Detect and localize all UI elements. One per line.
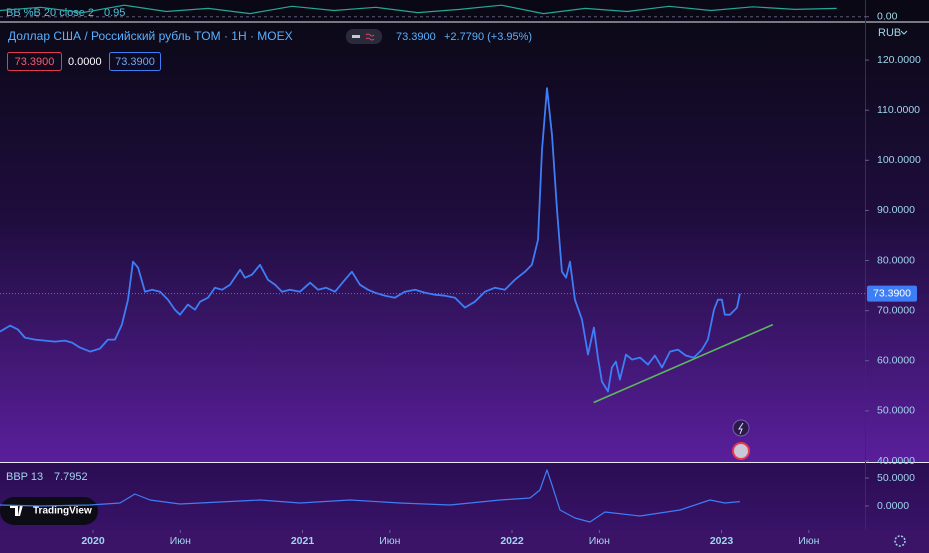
currency[interactable]: RUB: [878, 27, 901, 39]
icon: [738, 422, 744, 435]
price-change: +2.7790 (+3.95%): [444, 31, 532, 43]
x-tick-label: Июн: [379, 535, 400, 547]
icon: [352, 35, 360, 38]
x-tick-label: Июн: [589, 535, 610, 547]
x-tick-label: 2022: [500, 535, 524, 547]
indicator-title: BBP 13: [6, 471, 43, 483]
box-value: 0.0000: [68, 56, 102, 68]
x-tick-label: Июн: [798, 535, 819, 547]
box: [7, 52, 62, 71]
y-tick-label: 50.0000: [877, 472, 915, 484]
indicator-value: 0.95: [104, 7, 125, 19]
y-tick-label: 110.0000: [877, 104, 920, 116]
x-tick-label: 2021: [291, 535, 315, 547]
status-pill[interactable]: [346, 29, 382, 44]
icon: [900, 30, 908, 35]
top-pane: [0, 0, 929, 22]
y-tick-label: 100.0000: [877, 154, 921, 166]
symbol-title: Доллар США / Российский рубль TOM · 1H ·…: [8, 29, 293, 43]
y-tick-label: 0.00: [877, 11, 898, 23]
data-line: [0, 87, 741, 393]
indicator-value: 7.7952: [54, 471, 88, 483]
y-tick-label: 120.0000: [877, 54, 921, 66]
y-tick-label: 70.0000: [877, 304, 915, 316]
logo[interactable]: [0, 497, 98, 525]
y-tick-label: 90.0000: [877, 204, 915, 216]
data-line: [0, 4, 837, 15]
y-tick-label: 0.0000: [877, 500, 909, 512]
price-marker-label: 73.3900: [873, 287, 911, 299]
logo-text: TradingView: [33, 506, 92, 517]
indicator-title: BB %B 20 close 2: [6, 7, 94, 19]
y-tick-label: 80.0000: [877, 254, 915, 266]
last-price: 73.3900: [396, 31, 436, 43]
x-tick-label: 2023: [710, 535, 734, 547]
x-tick-label: 2020: [81, 535, 105, 547]
box-value: 73.3900: [15, 56, 55, 68]
y-tick-label: 60.0000: [877, 355, 915, 367]
logo-icon: [10, 505, 23, 516]
icon: [365, 33, 375, 41]
y-tick-label: 40.0000: [877, 455, 915, 467]
time-axis: [0, 530, 929, 553]
box-value: 73.3900: [115, 56, 155, 68]
icon[interactable]: [732, 419, 750, 437]
icon[interactable]: [732, 442, 750, 460]
main-pane: [0, 22, 929, 462]
x-tick-label: Июн: [170, 535, 191, 547]
data-line: [0, 469, 740, 523]
price-marker: [867, 285, 917, 302]
settings[interactable]: [894, 535, 906, 547]
trendline: [593, 323, 774, 404]
box: [109, 52, 161, 71]
y-tick-label: 50.0000: [877, 405, 915, 417]
